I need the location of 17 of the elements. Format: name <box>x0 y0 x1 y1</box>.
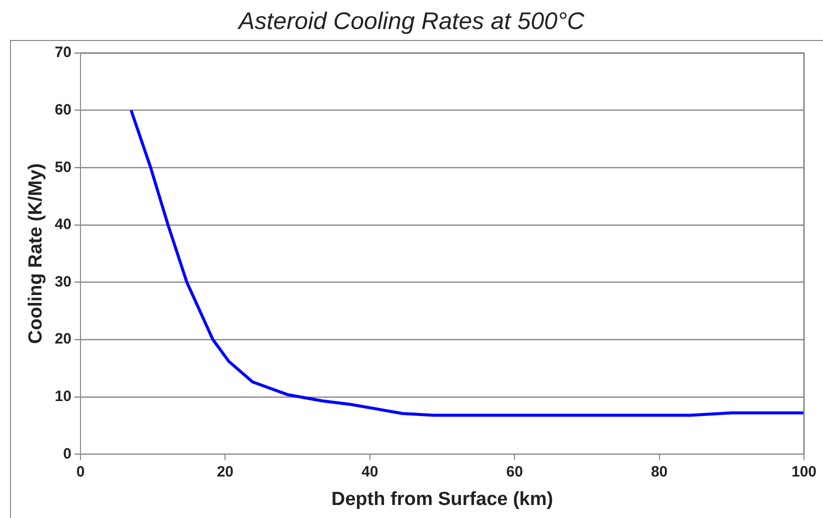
y-tick-label: 60 <box>54 101 72 118</box>
y-tick-label: 70 <box>54 44 72 62</box>
y-tick-label: 30 <box>54 273 72 290</box>
y-axis-title: Cooling Rate (K/My) <box>26 163 47 344</box>
y-tick-label: 40 <box>54 216 72 234</box>
y-tick-label: 0 <box>63 445 72 462</box>
x-tick-label: 20 <box>216 463 234 480</box>
x-axis-title: Depth from Surface (km) <box>331 488 554 510</box>
y-tick-label: 20 <box>54 330 72 348</box>
x-tick-label: 60 <box>506 463 523 480</box>
x-tick-label: 80 <box>650 463 668 480</box>
x-tick-label: 40 <box>362 463 378 480</box>
chart-title: Asteroid Cooling Rates at 500°C <box>236 8 586 36</box>
x-tick-label: 0 <box>76 463 85 480</box>
x-tick-label: 100 <box>791 463 817 480</box>
y-tick-label: 10 <box>54 388 72 406</box>
y-tick-label: 50 <box>54 158 72 176</box>
